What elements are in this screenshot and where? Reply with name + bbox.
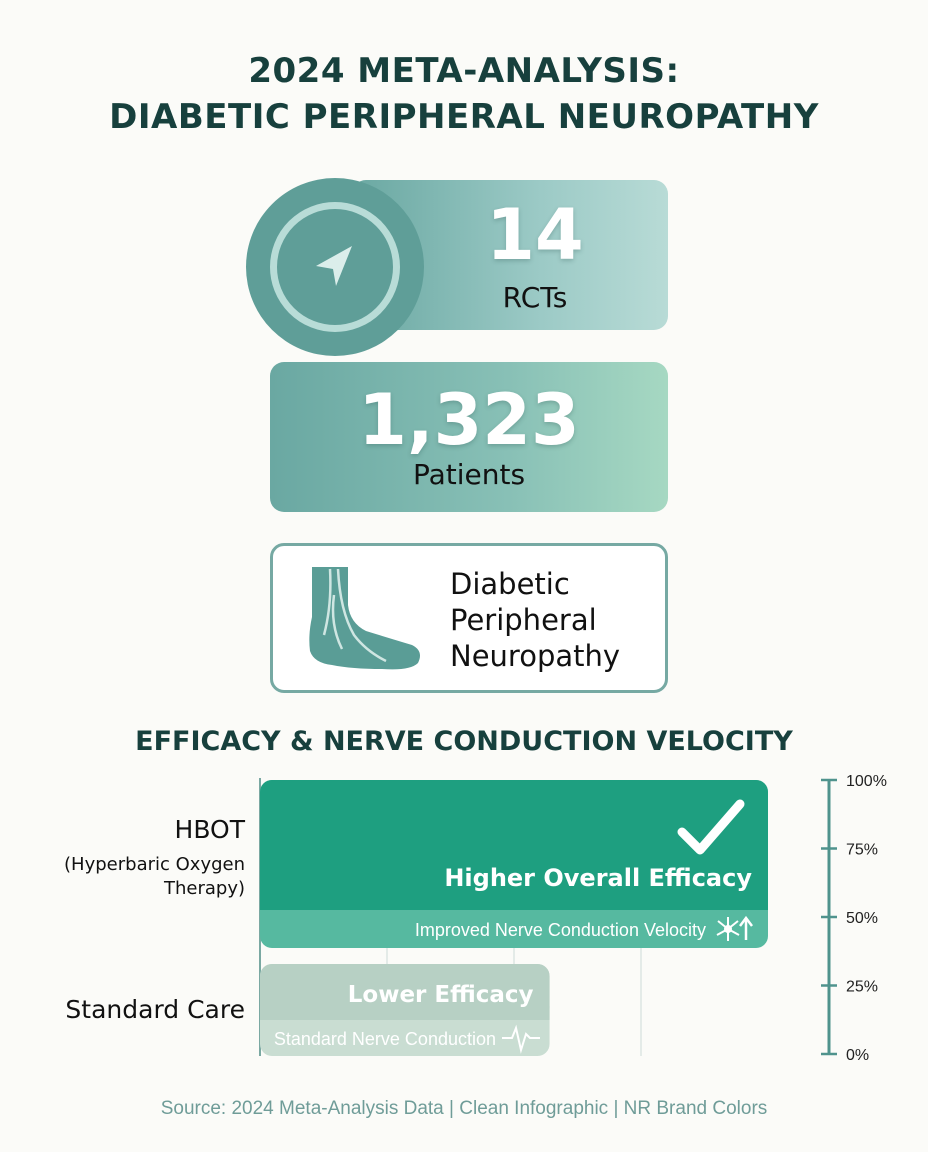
patients-value: 1,323 <box>358 379 580 461</box>
axis-tick-label: 100% <box>846 773 887 790</box>
patients-card <box>270 362 668 512</box>
axis-tick-label: 0% <box>846 1047 869 1064</box>
pulse-line-icon <box>502 1024 540 1054</box>
condition-line-1: Diabetic <box>450 567 570 601</box>
rcts-icon-ring <box>270 202 400 332</box>
patients-label: Patients <box>412 458 526 491</box>
efficacy-label: Higher Overall Efficacy <box>444 864 752 892</box>
source-note: Source: 2024 Meta-Analysis Data | Clean … <box>160 1098 768 1119</box>
rcts-value: 14 <box>486 194 584 276</box>
checkmark-icon <box>677 799 745 855</box>
axis-tick-label: 50% <box>846 910 878 927</box>
axis-tick-label: 25% <box>846 979 878 996</box>
conduction-label: Standard Nerve Conduction <box>274 1029 496 1049</box>
category-sublabel: (Hyperbaric Oxygen <box>64 854 245 875</box>
title-line-2: DIABETIC PERIPHERAL NEUROPATHY <box>109 97 819 137</box>
efficacy-label: Lower Efficacy <box>348 982 534 1008</box>
rcts-label: RCTs <box>502 281 568 314</box>
bar-main-fill <box>260 1006 550 1020</box>
condition-line-3: Neuropathy <box>450 639 621 673</box>
page-title: 2024 META-ANALYSIS: DIABETIC PERIPHERAL … <box>0 48 928 140</box>
chart-section-title: EFFICACY & NERVE CONDUCTION VELOCITY <box>135 726 793 757</box>
efficacy-chart: Higher Overall Efficacy Improved Nerve Co… <box>64 773 887 1064</box>
nerve-branch <box>727 928 740 936</box>
nerve-branch <box>716 928 729 936</box>
title-line-1: 2024 META-ANALYSIS: <box>248 51 680 91</box>
condition-text: Diabetic Peripheral Neuropathy <box>450 566 650 674</box>
bar-main-hbot <box>260 780 768 910</box>
category-sublabel: Therapy) <box>163 878 245 899</box>
axis-tick-label: 75% <box>846 842 878 859</box>
navigation-arrow-icon <box>316 246 352 286</box>
foot-nerves-icon <box>309 567 420 670</box>
category-label: Standard Care <box>65 995 245 1024</box>
conduction-label: Improved Nerve Conduction Velocity <box>415 920 706 940</box>
category-label: HBOT <box>175 815 246 844</box>
nerve-branch <box>727 920 739 930</box>
nerve-branch <box>717 920 729 930</box>
up-arrow-head <box>739 915 753 927</box>
condition-line-2: Peripheral <box>450 603 597 637</box>
bar-main-fill <box>260 896 768 910</box>
